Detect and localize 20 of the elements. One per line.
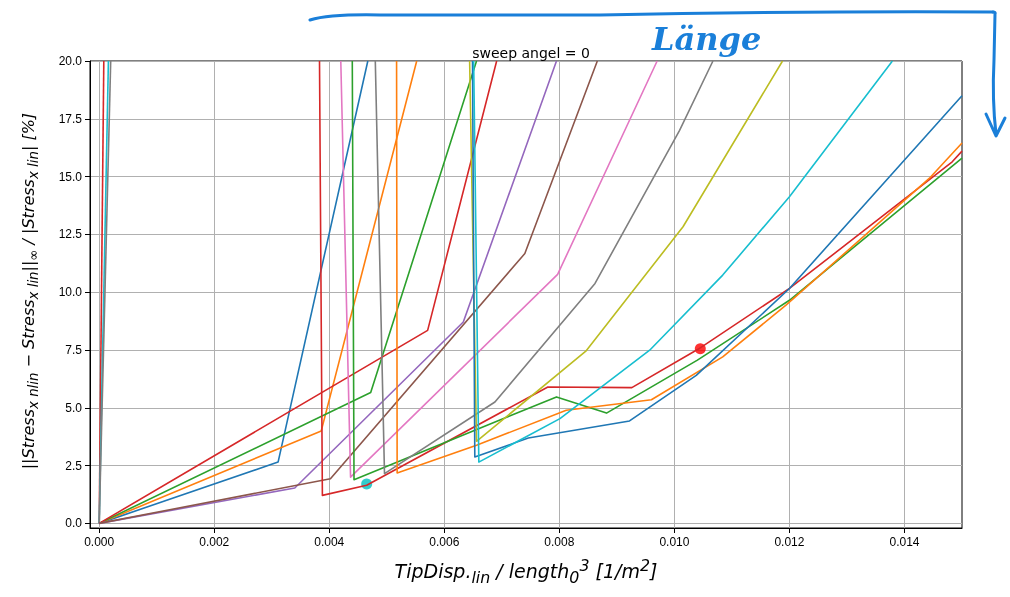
x-tick-label: 0.004 [314, 535, 345, 549]
x-tick-label: 0.006 [429, 535, 460, 549]
y-tick-label: 17.5 [58, 111, 83, 126]
x-tick-label: 0.000 [84, 535, 115, 549]
y-tick-label: 12.5 [58, 227, 83, 242]
y-tick-label: 7.5 [65, 342, 83, 357]
y-tick-label: 5.0 [65, 400, 83, 415]
y-tick-label: 0.0 [65, 516, 83, 531]
text: Länge [652, 20, 762, 58]
x-tick-label: 0.014 [889, 535, 920, 549]
chart-title: sweep angel = 0 [472, 45, 590, 61]
x-tick-label: 0.010 [659, 535, 690, 549]
x-tick-label: 0.012 [774, 535, 805, 549]
y-tick-label: 15.0 [58, 169, 83, 184]
x-tick-label: 0.002 [199, 535, 230, 549]
y-tick-label: 2.5 [65, 458, 83, 473]
y-tick-label: 20.0 [58, 54, 83, 68]
x-axis-title: TipDisp.$_{lin}$ / length$_{0}$$^{3}$ [1/m$^{2}$] [393, 556, 659, 588]
x-tick-label: 0.008 [544, 535, 575, 549]
y-tick-label: 10.0 [58, 285, 83, 300]
